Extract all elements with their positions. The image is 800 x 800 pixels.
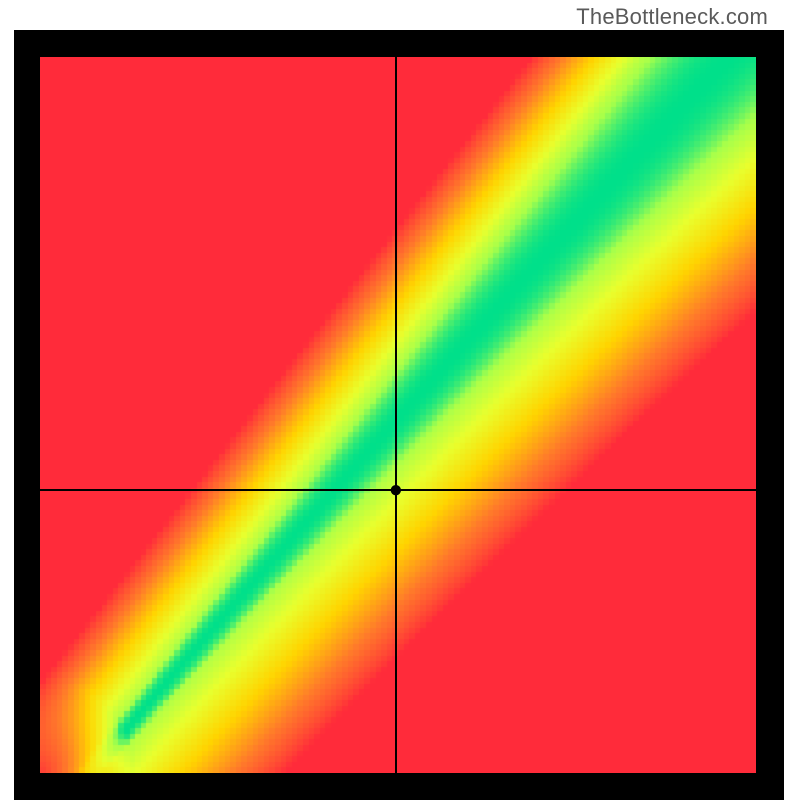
heatmap-canvas [40, 57, 756, 773]
watermark-text: TheBottleneck.com [576, 4, 768, 30]
crosshair-vertical [395, 57, 396, 773]
chart-container: TheBottleneck.com [0, 0, 800, 800]
heatmap-area [40, 57, 756, 773]
crosshair-horizontal [40, 489, 756, 490]
